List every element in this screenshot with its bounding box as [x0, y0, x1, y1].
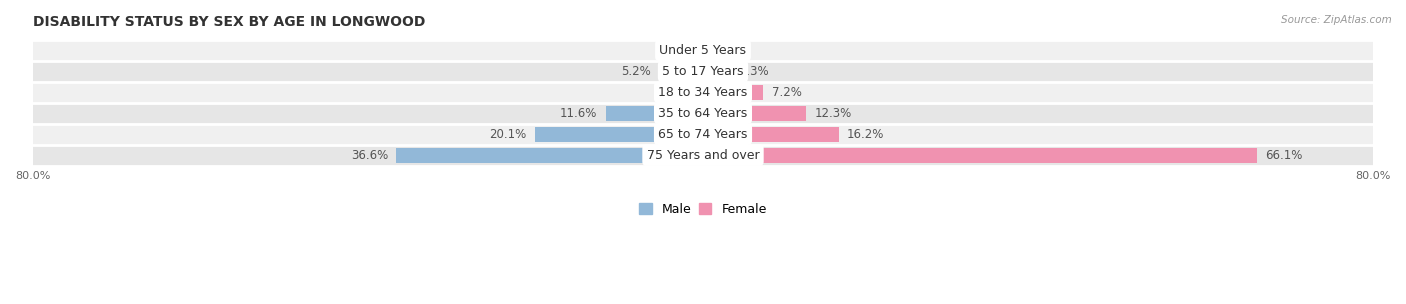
Bar: [606, 106, 703, 121]
Bar: [534, 127, 703, 142]
Bar: [32, 40, 1374, 61]
Text: 11.6%: 11.6%: [560, 107, 598, 120]
Text: 35 to 64 Years: 35 to 64 Years: [658, 107, 748, 120]
Bar: [703, 85, 763, 100]
Text: 5.2%: 5.2%: [621, 65, 651, 78]
Bar: [32, 124, 1374, 145]
Text: 65 to 74 Years: 65 to 74 Years: [658, 128, 748, 141]
Text: 7.2%: 7.2%: [772, 86, 801, 99]
Text: 66.1%: 66.1%: [1265, 149, 1302, 162]
Legend: Male, Female: Male, Female: [640, 203, 766, 216]
Bar: [703, 127, 839, 142]
Bar: [396, 147, 703, 163]
Text: 5 to 17 Years: 5 to 17 Years: [662, 65, 744, 78]
Bar: [703, 64, 731, 79]
Text: 1.2%: 1.2%: [655, 86, 685, 99]
Bar: [693, 85, 703, 100]
Text: 0.0%: 0.0%: [720, 44, 749, 57]
Text: Source: ZipAtlas.com: Source: ZipAtlas.com: [1281, 15, 1392, 25]
Text: DISABILITY STATUS BY SEX BY AGE IN LONGWOOD: DISABILITY STATUS BY SEX BY AGE IN LONGW…: [32, 15, 425, 29]
Bar: [659, 64, 703, 79]
Text: 36.6%: 36.6%: [350, 149, 388, 162]
Text: 18 to 34 Years: 18 to 34 Years: [658, 86, 748, 99]
Text: 12.3%: 12.3%: [814, 107, 852, 120]
Bar: [32, 145, 1374, 166]
Text: 3.3%: 3.3%: [740, 65, 769, 78]
Bar: [703, 106, 806, 121]
Text: Under 5 Years: Under 5 Years: [659, 44, 747, 57]
Text: 0.0%: 0.0%: [657, 44, 686, 57]
Text: 20.1%: 20.1%: [489, 128, 526, 141]
Bar: [32, 82, 1374, 103]
Text: 75 Years and over: 75 Years and over: [647, 149, 759, 162]
Bar: [32, 103, 1374, 124]
Bar: [703, 147, 1257, 163]
Bar: [32, 61, 1374, 82]
Text: 16.2%: 16.2%: [848, 128, 884, 141]
